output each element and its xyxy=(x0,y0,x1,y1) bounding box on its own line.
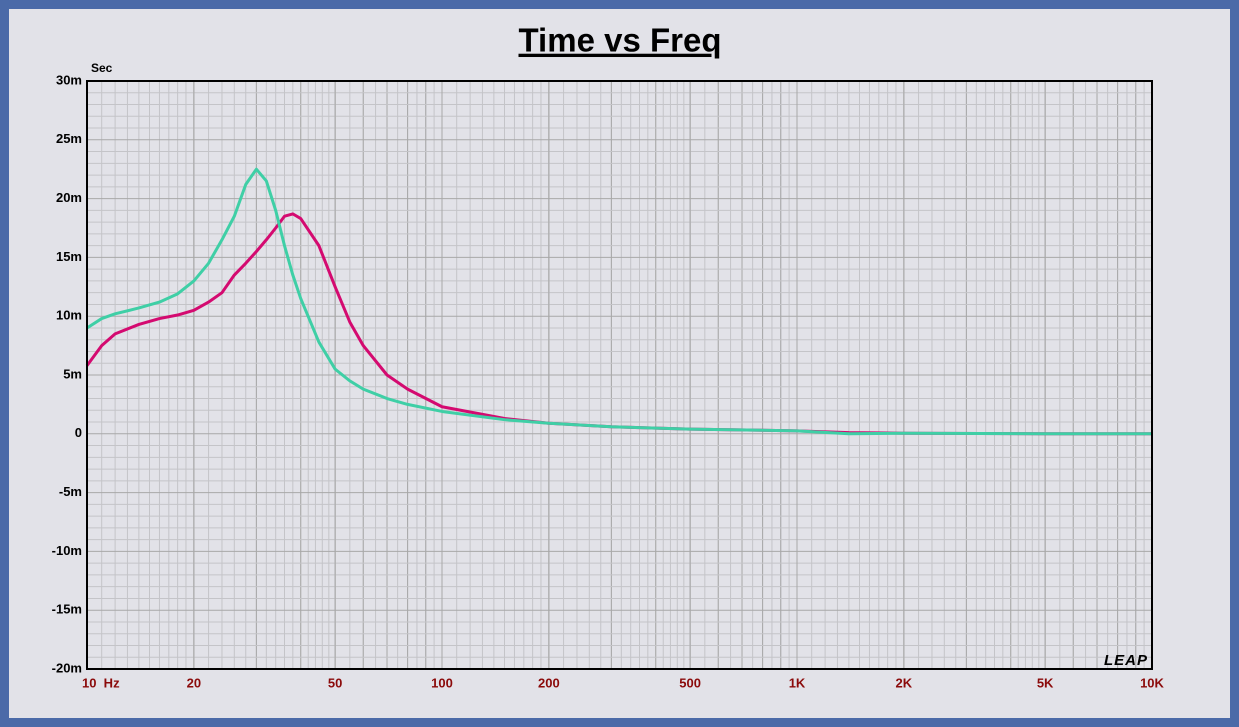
logo: LEAP xyxy=(1104,652,1148,669)
y-tick-label: 15m xyxy=(56,249,82,264)
x-tick-label: 10 Hz xyxy=(82,675,120,690)
y-tick-label: 5m xyxy=(63,366,82,381)
y-tick-label: 30m xyxy=(56,72,82,87)
y-tick-label: 20m xyxy=(56,190,82,205)
x-tick-label: 50 xyxy=(328,675,342,690)
y-tick-label: 0 xyxy=(75,425,82,440)
x-tick-label: 2K xyxy=(896,675,913,690)
y-tick-label: -5m xyxy=(59,484,82,499)
plot-border xyxy=(86,80,1153,670)
y-tick-label: -15m xyxy=(52,602,82,617)
chart-title: Time vs Freq xyxy=(519,22,722,59)
x-tick-label: 5K xyxy=(1037,675,1054,690)
y-tick-label: -10m xyxy=(52,543,82,558)
x-tick-label: 100 xyxy=(431,675,453,690)
y-tick-label: 10m xyxy=(56,308,82,323)
x-tick-label: 500 xyxy=(679,675,701,690)
y-tick-label: -20m xyxy=(52,660,82,675)
x-tick-label: 10K xyxy=(1140,675,1164,690)
series-line xyxy=(86,167,1152,436)
x-tick-label: 200 xyxy=(538,675,560,690)
y-axis-label: Sec xyxy=(91,61,113,75)
x-tick-label: 20 xyxy=(187,675,201,690)
x-tick-label: 1K xyxy=(789,675,806,690)
y-tick-label: 25m xyxy=(56,131,82,146)
